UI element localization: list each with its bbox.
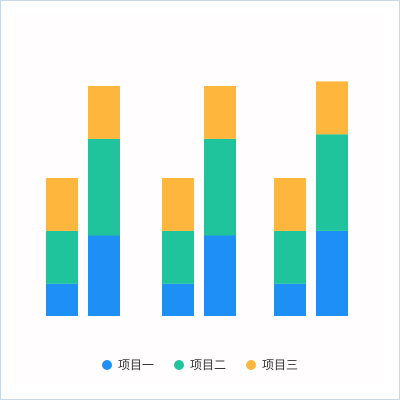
legend-item-series-3[interactable]: 项目三	[246, 356, 298, 373]
chart-legend: 项目一 项目二 项目三	[0, 356, 400, 373]
bar-5-segment-3[interactable]	[274, 178, 306, 231]
bar-6-segment-1[interactable]	[316, 230, 348, 316]
bar-3-segment-2[interactable]	[162, 230, 194, 284]
bar-2-segment-3[interactable]	[88, 86, 120, 139]
legend-item-series-2[interactable]: 项目二	[173, 356, 226, 373]
bar-1-segment-1[interactable]	[46, 283, 78, 316]
legend-label-series-3: 项目三	[262, 358, 299, 372]
bar-2-segment-1[interactable]	[88, 235, 120, 317]
bar-5-segment-1[interactable]	[274, 283, 306, 316]
bar-4-segment-3[interactable]	[204, 86, 236, 139]
bar-1-segment-2[interactable]	[46, 230, 78, 284]
bar-3-segment-1[interactable]	[162, 283, 194, 316]
bar-4-segment-1[interactable]	[204, 235, 236, 317]
bar-3-segment-3[interactable]	[162, 178, 194, 231]
legend-swatch-series-3	[246, 359, 256, 370]
bar-2-segment-2[interactable]	[88, 138, 120, 236]
bar-4-segment-2[interactable]	[204, 138, 236, 236]
legend-swatch-series-2	[173, 359, 184, 370]
legend-label-series-2: 项目二	[189, 358, 226, 372]
bar-6-segment-3[interactable]	[316, 81, 348, 135]
legend-label-series-1: 项目一	[117, 358, 154, 372]
legend-item-series-1[interactable]: 项目一	[101, 356, 154, 373]
bar-6-segment-2[interactable]	[316, 134, 348, 231]
bar-1-segment-3[interactable]	[46, 178, 78, 231]
legend-swatch-series-1	[101, 359, 112, 370]
bar-5-segment-2[interactable]	[274, 230, 306, 284]
